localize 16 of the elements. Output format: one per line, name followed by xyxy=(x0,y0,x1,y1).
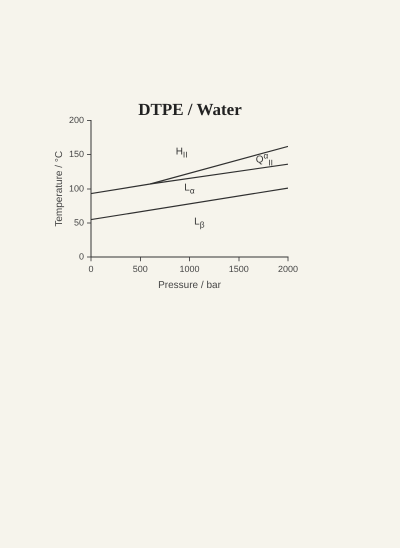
y-tick-label: 100 xyxy=(68,183,84,194)
annotation: L$_{α}$ xyxy=(184,182,195,196)
chart-title: DTPE / Water xyxy=(138,100,242,119)
y-axis-title: Temperature / °C xyxy=(54,150,65,227)
y-tick-label: 150 xyxy=(68,149,84,160)
x-tick-label: 2000 xyxy=(278,264,298,274)
annotation: H$_{II}$ xyxy=(176,146,188,160)
y-tick-label: 50 xyxy=(74,217,84,228)
y-tick-label: 200 xyxy=(68,114,84,125)
x-tick-label: 500 xyxy=(132,264,148,274)
x-tick-label: 0 xyxy=(88,264,94,274)
y-tick-label: 0 xyxy=(79,252,84,262)
x-tick-label: 1500 xyxy=(228,264,249,274)
x-axis-title: Pressure / bar xyxy=(158,280,222,291)
x-tick-label: 1000 xyxy=(179,264,200,274)
annotation: L$_{β}$ xyxy=(194,216,205,230)
